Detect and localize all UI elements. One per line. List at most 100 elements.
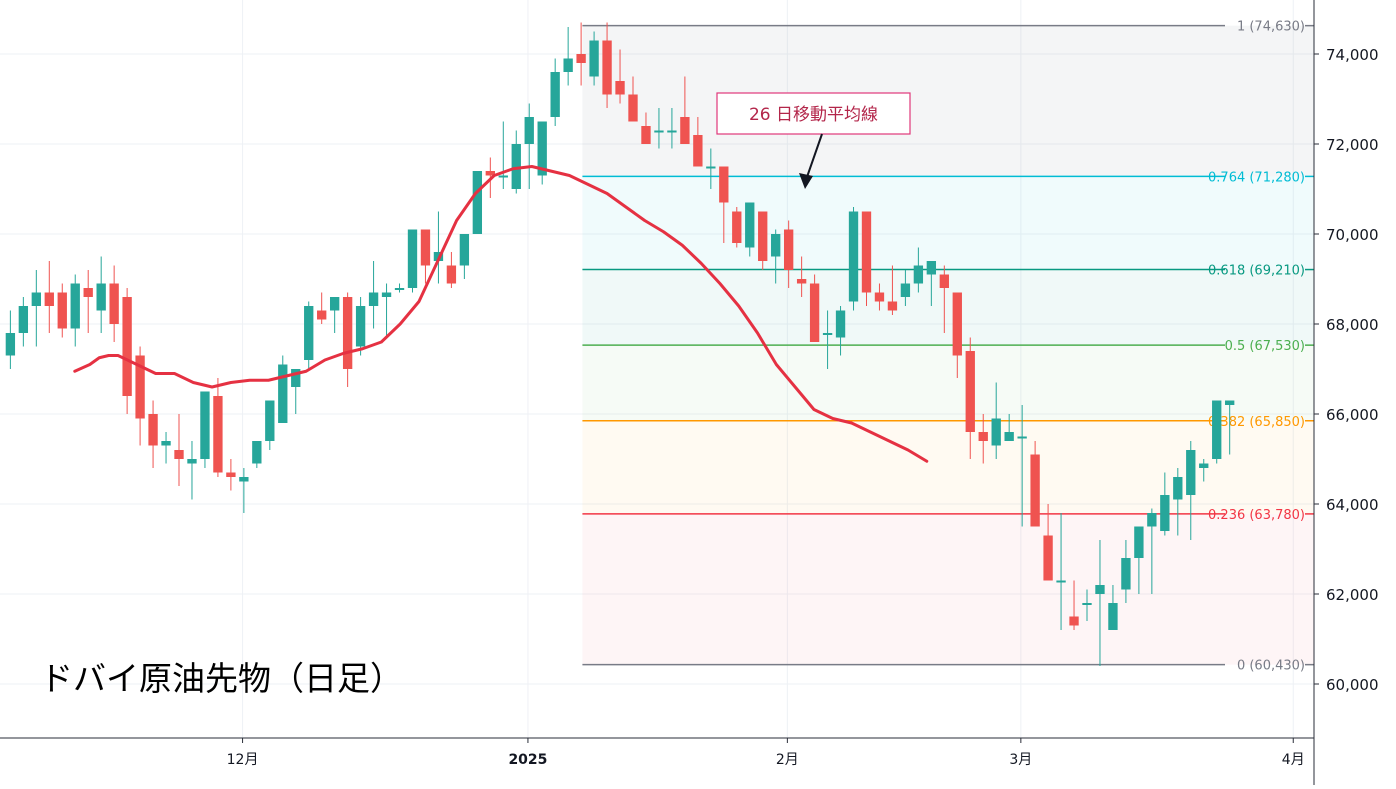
time-axis-label: 2月	[776, 752, 799, 768]
candle-body	[446, 265, 457, 284]
candle-body	[1121, 558, 1131, 590]
candle-body	[135, 355, 145, 419]
candle-body	[394, 288, 405, 290]
fibonacci-level-label: 0.764 (71,280)	[1208, 170, 1305, 185]
candle-body	[1212, 400, 1222, 459]
annotation-box	[716, 92, 911, 135]
candle-body	[667, 130, 677, 133]
candle-body	[226, 472, 236, 477]
candle-body	[576, 54, 586, 63]
candle-body	[796, 279, 807, 284]
candle-body	[44, 292, 54, 306]
candle-body	[304, 306, 314, 360]
candle-body	[771, 234, 781, 257]
candle-body	[939, 274, 949, 288]
candle-body	[252, 441, 262, 464]
candle-body	[1186, 450, 1196, 495]
price-axis-label: 72,000	[1326, 136, 1379, 154]
price-axis-label: 64,000	[1326, 496, 1379, 514]
candle-body	[641, 126, 651, 144]
fibonacci-level-label: 0.236 (63,780)	[1208, 508, 1305, 523]
candle-body	[239, 477, 249, 482]
candle-body	[122, 297, 132, 396]
candle-body	[1173, 477, 1183, 500]
candle-body	[654, 130, 664, 133]
candle-body	[161, 441, 171, 446]
fibonacci-zone	[582, 176, 1314, 270]
candle-body	[1082, 603, 1092, 605]
candle-body	[719, 166, 729, 203]
candle-body	[680, 117, 690, 144]
candle-body	[485, 171, 495, 176]
candle-body	[472, 171, 483, 234]
candle-body	[355, 306, 366, 347]
candle-body	[317, 310, 327, 320]
candle-body	[1043, 535, 1053, 581]
price-axis-label: 68,000	[1326, 316, 1379, 334]
candle-body	[420, 229, 431, 266]
candle-body	[809, 283, 820, 342]
annotation-arrow-line	[806, 133, 823, 178]
candle-body	[1004, 432, 1014, 441]
moving-average-layer	[73, 165, 929, 463]
candle-body	[550, 72, 560, 117]
candle-body	[200, 391, 210, 459]
candle-body	[615, 81, 625, 95]
candle-body	[952, 292, 962, 356]
price-axis-label: 74,000	[1326, 46, 1379, 64]
candle-body	[291, 369, 301, 387]
candle-body	[887, 301, 898, 311]
candle-body	[1160, 495, 1170, 531]
candle-body	[537, 121, 547, 176]
candle-body	[745, 202, 755, 248]
candles	[5, 22, 1235, 666]
candle-body	[913, 265, 924, 284]
fibonacci-fills	[582, 25, 1314, 665]
candle-body	[1095, 585, 1105, 594]
candle-body	[926, 261, 937, 275]
fibonacci-zone	[582, 345, 1314, 421]
fibonacci-zone	[582, 25, 1314, 177]
candle-body	[174, 450, 184, 459]
fibonacci-level-label: 0.382 (65,850)	[1208, 415, 1305, 430]
candle-body	[524, 117, 534, 144]
candle-body	[848, 211, 859, 302]
annotation-layer: 26 日移動平均線	[716, 92, 911, 189]
candle-body	[1017, 436, 1027, 439]
candle-body	[5, 333, 16, 356]
candle-body	[57, 292, 67, 329]
time-axis-label: 3月	[1009, 752, 1032, 768]
candle-body	[602, 40, 612, 95]
time-axis-label: 2025	[508, 752, 547, 768]
candle-body	[1069, 616, 1079, 626]
price-axis-label: 66,000	[1326, 406, 1379, 424]
candle-body	[1134, 526, 1144, 558]
fibonacci-level-label: 0.5 (67,530)	[1225, 339, 1305, 354]
candle-body	[783, 229, 794, 270]
candle-body	[693, 135, 703, 167]
time-axis-label: 4月	[1282, 752, 1305, 768]
candle-body	[187, 459, 197, 464]
candle-body	[1030, 454, 1040, 527]
candle-body	[407, 229, 418, 288]
fibonacci-level-label: 0.618 (69,210)	[1208, 264, 1305, 279]
candle-body	[213, 396, 223, 473]
candle-body	[706, 166, 716, 169]
candle-body	[1147, 513, 1157, 527]
candle-body	[589, 40, 599, 77]
candle-body	[109, 283, 119, 324]
candle-body	[18, 306, 29, 333]
candle-body	[1225, 400, 1235, 405]
candle-body	[861, 211, 872, 293]
candle-body	[381, 292, 392, 297]
candle-body	[342, 297, 353, 369]
candle-body	[31, 292, 41, 306]
candle-body	[991, 418, 1001, 446]
candle-body	[1056, 580, 1066, 583]
candle-body	[265, 400, 275, 441]
candle-body	[459, 234, 470, 266]
candle-body	[96, 283, 106, 311]
candle-body	[978, 432, 988, 441]
